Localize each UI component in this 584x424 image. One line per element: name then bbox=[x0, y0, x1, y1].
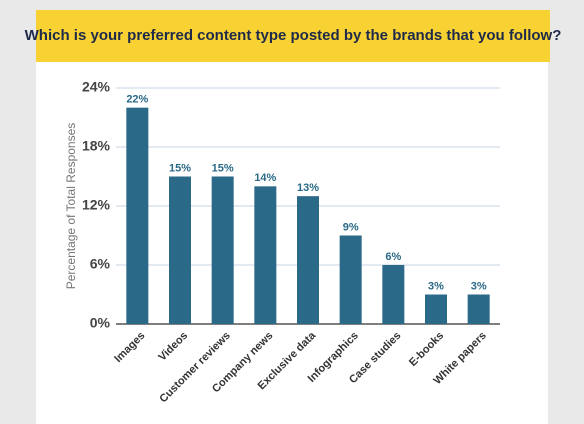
chart-title: Which is your preferred content type pos… bbox=[25, 27, 562, 44]
y-tick-label: 18% bbox=[82, 138, 111, 154]
card bbox=[36, 10, 548, 424]
y-tick-label: 12% bbox=[82, 197, 111, 213]
value-label: 3% bbox=[471, 280, 487, 292]
value-label: 6% bbox=[385, 251, 401, 263]
y-axis-label: Percentage of Total Responses bbox=[64, 123, 78, 290]
bar bbox=[339, 235, 362, 324]
bar bbox=[126, 107, 149, 325]
value-label: 13% bbox=[297, 182, 319, 194]
value-label: 9% bbox=[343, 221, 359, 233]
y-tick-label: 24% bbox=[82, 79, 111, 95]
bar bbox=[211, 176, 234, 324]
bar bbox=[467, 294, 490, 324]
value-label: 15% bbox=[169, 162, 191, 174]
y-tick-label: 0% bbox=[90, 315, 111, 331]
y-tick-label: 6% bbox=[90, 256, 111, 272]
value-label: 14% bbox=[254, 172, 276, 184]
value-label: 3% bbox=[428, 280, 444, 292]
bar bbox=[297, 196, 319, 324]
bar bbox=[169, 176, 191, 324]
bar bbox=[425, 294, 447, 324]
value-label: 15% bbox=[212, 162, 234, 174]
value-label: 22% bbox=[126, 94, 148, 106]
bar bbox=[254, 186, 277, 324]
title-banner bbox=[36, 10, 550, 62]
bar bbox=[382, 265, 405, 324]
